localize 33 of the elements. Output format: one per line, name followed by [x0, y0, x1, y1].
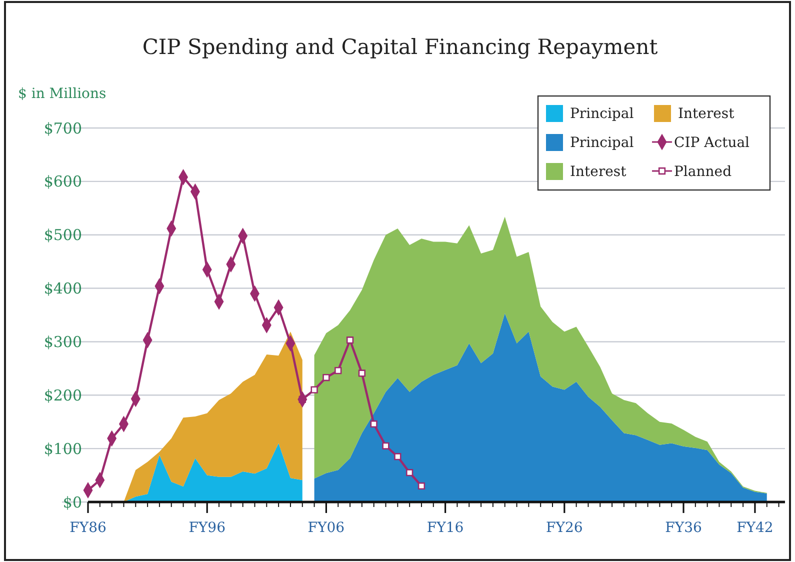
x-tick-label: FY42: [736, 520, 774, 536]
point: [394, 453, 402, 460]
y-axis-title: $ in Millions: [18, 86, 106, 102]
x-tick-label: FY96: [188, 520, 226, 536]
y-tick-label: $300: [44, 332, 82, 351]
legend-label: CIP Actual: [674, 134, 750, 151]
legend-label: Principal: [570, 134, 634, 151]
legend-label: Planned: [674, 164, 732, 180]
legend-label: Principal: [570, 106, 634, 122]
point: [346, 336, 354, 344]
legend-label: Interest: [570, 164, 627, 180]
y-tick-label: $0: [62, 493, 82, 512]
x-tick-label: FY26: [546, 520, 583, 536]
y-tick-label: $400: [44, 280, 82, 298]
legend-label: Interest: [678, 106, 735, 122]
x-tick-label: FY16: [426, 520, 464, 536]
chart-title: CIP Spending and Capital Financing Repayment: [142, 35, 658, 59]
point: [370, 420, 378, 428]
x-tick-label: FY86: [70, 520, 106, 536]
y-tick-label: $700: [44, 119, 82, 138]
x-tick-label: FY36: [665, 520, 702, 536]
point: [322, 374, 330, 382]
y-tick-label: $500: [44, 226, 82, 244]
point: [334, 367, 342, 374]
x-tick-label: FY06: [308, 520, 345, 536]
point: [406, 469, 414, 476]
point: [418, 482, 426, 490]
y-tick-label: $600: [44, 172, 82, 191]
point: [382, 442, 390, 450]
point: [358, 370, 366, 377]
y-tick-label: $100: [44, 440, 82, 458]
point: [310, 386, 318, 394]
y-tick-label: $200: [44, 386, 82, 404]
